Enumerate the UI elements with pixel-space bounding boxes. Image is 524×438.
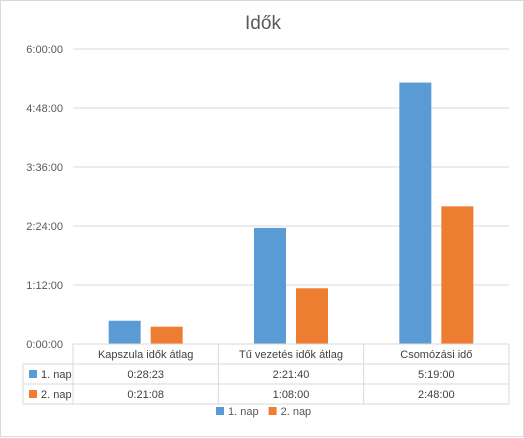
table-series-label: 1. nap: [41, 369, 72, 381]
y-tick-label: 0:00:00: [26, 339, 63, 351]
category-label: Kapszula idők átlag: [98, 349, 193, 361]
y-tick-label: 3:36:00: [26, 162, 63, 174]
legend: 1. nap 2. nap: [216, 406, 311, 418]
bar: [108, 320, 141, 344]
data-label: 2:21:40: [273, 369, 310, 381]
data-label: 1:08:00: [273, 389, 310, 401]
y-tick-label: 1:12:00: [26, 280, 63, 292]
data-label: 5:19:00: [418, 369, 455, 381]
bar: [441, 206, 474, 344]
category-label: Csomózási idő: [400, 349, 472, 361]
data-table: Kapszula idők átlag Tű vezetés idők átlag…: [22, 343, 510, 405]
bar: [399, 82, 432, 344]
table-legend-key: [29, 390, 37, 398]
data-label: 0:21:08: [127, 389, 164, 401]
bar: [296, 288, 328, 344]
table-series-label: 2. nap: [41, 389, 72, 401]
y-tick-label: 2:24:00: [26, 221, 63, 233]
bars: [108, 82, 474, 344]
bar: [150, 326, 183, 344]
legend-swatch: [216, 407, 224, 415]
table-legend-key: [29, 370, 37, 378]
y-tick-label: 6:00:00: [26, 44, 63, 56]
legend-swatch: [268, 407, 277, 415]
y-tick-label: 4:48:00: [26, 103, 63, 115]
y-axis-ticks: 0:00:00 1:12:00 2:24:00 3:36:00 4:48:00 6:00:…: [26, 44, 63, 351]
legend-label: 1. nap: [228, 406, 259, 418]
bar: [254, 227, 286, 344]
data-label: 0:28:23: [127, 369, 164, 381]
legend-label: 2. nap: [281, 406, 312, 418]
data-label: 2:48:00: [418, 389, 455, 401]
category-label: Tű vezetés idők átlag: [239, 349, 343, 361]
chart-title: Idők: [245, 13, 281, 34]
